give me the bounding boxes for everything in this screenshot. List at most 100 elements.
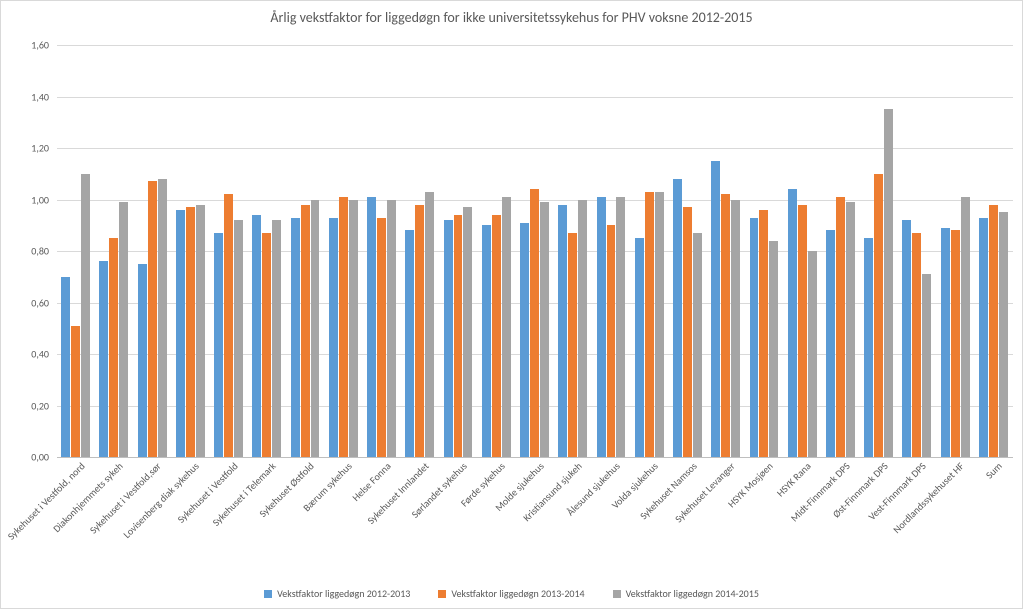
bar: [884, 109, 893, 457]
bar: [339, 197, 348, 457]
legend-label: Vekstfaktor liggedøgn 2012-2013: [277, 587, 410, 600]
bar: [999, 212, 1008, 457]
legend-item: Vekstfaktor liggedøgn 2014-2015: [613, 586, 759, 600]
bar: [148, 181, 157, 457]
bar: [673, 179, 682, 457]
bar: [463, 207, 472, 457]
y-tick-label: 0,20: [1, 399, 49, 412]
bar: [119, 202, 128, 457]
bar: [846, 202, 855, 457]
bar: [578, 200, 587, 458]
bar: [444, 220, 453, 457]
bar: [597, 197, 606, 457]
bar: [731, 200, 740, 458]
bar: [492, 215, 501, 457]
bar: [311, 200, 320, 458]
bar: [454, 215, 463, 457]
bar: [349, 200, 358, 458]
bar: [558, 205, 567, 457]
bar: [683, 207, 692, 457]
bar: [415, 205, 424, 457]
bar: [520, 223, 529, 457]
bar: [81, 174, 90, 457]
bar: [711, 161, 720, 457]
legend-item: Vekstfaktor liggedøgn 2013-2014: [438, 586, 584, 600]
bar: [941, 228, 950, 457]
bar: [989, 205, 998, 457]
legend-label: Vekstfaktor liggedøgn 2013-2014: [451, 587, 584, 600]
chart-title: Årlig vekstfaktor for liggedøgn for ikke…: [1, 9, 1022, 26]
y-tick-label: 1,40: [1, 90, 49, 103]
bar: [71, 326, 80, 457]
bar: [808, 251, 817, 457]
y-tick-label: 1,00: [1, 193, 49, 206]
bar: [214, 233, 223, 457]
bar: [635, 238, 644, 457]
bar: [99, 261, 108, 457]
y-tick-label: 0,80: [1, 245, 49, 258]
bar: [721, 194, 730, 457]
gridline: [57, 457, 1013, 458]
y-tick-label: 0,40: [1, 348, 49, 361]
bar: [961, 197, 970, 457]
bar: [530, 189, 539, 457]
bar: [502, 197, 511, 457]
legend-item: Vekstfaktor liggedøgn 2012-2013: [264, 586, 410, 600]
bar: [616, 197, 625, 457]
bar: [912, 233, 921, 457]
y-tick-label: 0,60: [1, 296, 49, 309]
bar: [425, 192, 434, 457]
bar: [645, 192, 654, 457]
bar: [540, 202, 549, 457]
legend: Vekstfaktor liggedøgn 2012-2013 Vekstfakt…: [1, 586, 1022, 600]
bar: [176, 210, 185, 457]
bar: [902, 220, 911, 457]
bar: [387, 200, 396, 458]
bar: [196, 205, 205, 457]
legend-swatch: [438, 590, 446, 598]
bar: [874, 174, 883, 457]
legend-swatch: [264, 590, 272, 598]
bar: [750, 218, 759, 457]
bar: [234, 220, 243, 457]
bar: [61, 277, 70, 457]
bar: [405, 230, 414, 457]
chart-container: Årlig vekstfaktor for liggedøgn for ikke…: [0, 0, 1023, 609]
bar: [158, 179, 167, 457]
bar: [922, 274, 931, 457]
bar: [301, 205, 310, 457]
bar: [769, 241, 778, 457]
plot-area: 0,000,200,400,600,801,001,201,401,60Syke…: [57, 45, 1013, 457]
bar: [291, 218, 300, 457]
y-tick-label: 0,00: [1, 451, 49, 464]
bar: [568, 233, 577, 457]
bar: [138, 264, 147, 457]
bar: [826, 230, 835, 457]
bar: [329, 218, 338, 457]
bar: [224, 194, 233, 457]
bar: [272, 220, 281, 457]
bar: [836, 197, 845, 457]
bar: [788, 189, 797, 457]
bar: [367, 197, 376, 457]
bar: [109, 238, 118, 457]
legend-swatch: [613, 590, 621, 598]
bar: [607, 225, 616, 457]
y-tick-label: 1,60: [1, 39, 49, 52]
bar: [798, 205, 807, 457]
bar: [693, 233, 702, 457]
legend-label: Vekstfaktor liggedøgn 2014-2015: [626, 587, 759, 600]
y-tick-label: 1,20: [1, 142, 49, 155]
bar: [979, 218, 988, 457]
gridline: [57, 45, 1013, 46]
bar: [262, 233, 271, 457]
bar: [252, 215, 261, 457]
bar: [377, 218, 386, 457]
bar: [482, 225, 491, 457]
bar: [759, 210, 768, 457]
bar: [951, 230, 960, 457]
bar: [186, 207, 195, 457]
bar: [655, 192, 664, 457]
gridline: [57, 97, 1013, 98]
bar: [864, 238, 873, 457]
